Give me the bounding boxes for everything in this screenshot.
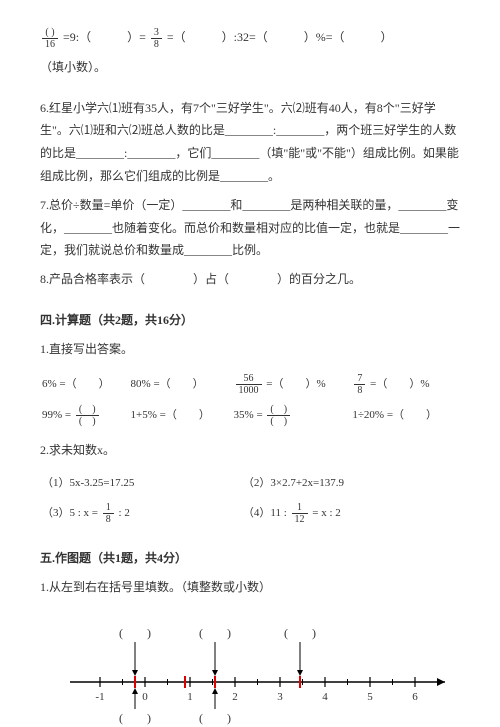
svg-text:( ): ( ) [284, 626, 316, 640]
fraction-2: 3 8 [151, 27, 162, 50]
eq4: （4）11 : 112 = x : 2 [241, 498, 460, 529]
r1c: 561000 =（ ）% [232, 369, 351, 400]
svg-text:0: 0 [142, 691, 148, 703]
r2b: 1+5% =（ ） [129, 400, 232, 431]
svg-text:( ): ( ) [199, 711, 231, 725]
eqs: （1）5x-3.25=17.25 （2）3×2.7+2x=137.9 （3）5 … [40, 469, 460, 529]
eq3: （3）5 : x = 18 : 2 [40, 498, 241, 529]
section-4-title: 四.计算题（共2题，共16分） [40, 309, 460, 332]
section-5-title: 五.作图题（共1题，共4分） [40, 547, 460, 570]
eq-seg1: =9:（ ）= [63, 30, 149, 44]
r2a: 99% = ( )( ) [40, 400, 129, 431]
number-line: -1 0 1 2 3 4 5 6 ( ) ( ) ( ) ( ) ( ) [40, 617, 460, 727]
eq-tail: =（ ）:32=（ ）%=（ ） [167, 30, 393, 44]
eq2: （2）3×2.7+2x=137.9 [241, 469, 460, 498]
q4-1: 1.直接写出答案。 [40, 338, 460, 361]
svg-text:5: 5 [367, 691, 373, 703]
svg-text:( ): ( ) [199, 626, 231, 640]
r2d: 1÷20% =（ ） [350, 400, 460, 431]
question-8: 8.产品合格率表示（ ）占（ ）的百分之几。 [40, 268, 460, 291]
fraction-1: ( ) 16 [42, 27, 58, 50]
svg-text:1: 1 [187, 691, 193, 703]
svg-text:( ): ( ) [119, 711, 151, 725]
question-7: 7.总价÷数量=单价（一定）________和________是两种相关联的量，… [40, 194, 460, 262]
svg-text:6: 6 [412, 691, 418, 703]
fill-decimal: （填小数）。 [40, 56, 460, 79]
r2c: 35% = ( )( ) [232, 400, 351, 431]
q4-2: 2.求未知数x。 [40, 439, 460, 462]
question-6: 6.红星小学六⑴班有35人，有7个"三好学生"。六⑵班有40人，有8个"三好学生… [40, 97, 460, 188]
svg-text:-1: -1 [95, 691, 104, 703]
svg-text:3: 3 [277, 691, 283, 703]
q5-1: 1.从左到右在括号里填数。（填整数或小数） [40, 576, 460, 599]
r1d: 78 =（ ）% [350, 369, 460, 400]
r1a: 6% =（ ） [40, 369, 129, 400]
svg-text:( ): ( ) [119, 626, 151, 640]
svg-text:2: 2 [232, 691, 238, 703]
r1b: 80% =（ ） [129, 369, 232, 400]
svg-text:4: 4 [322, 691, 328, 703]
calc-row1: 6% =（ ） 80% =（ ） 561000 =（ ）% 78 =（ ）% 9… [40, 369, 460, 431]
equation-line: ( ) 16 =9:（ ）= 3 8 =（ ）:32=（ ）%=（ ） [40, 26, 460, 50]
eq1: （1）5x-3.25=17.25 [40, 469, 241, 498]
